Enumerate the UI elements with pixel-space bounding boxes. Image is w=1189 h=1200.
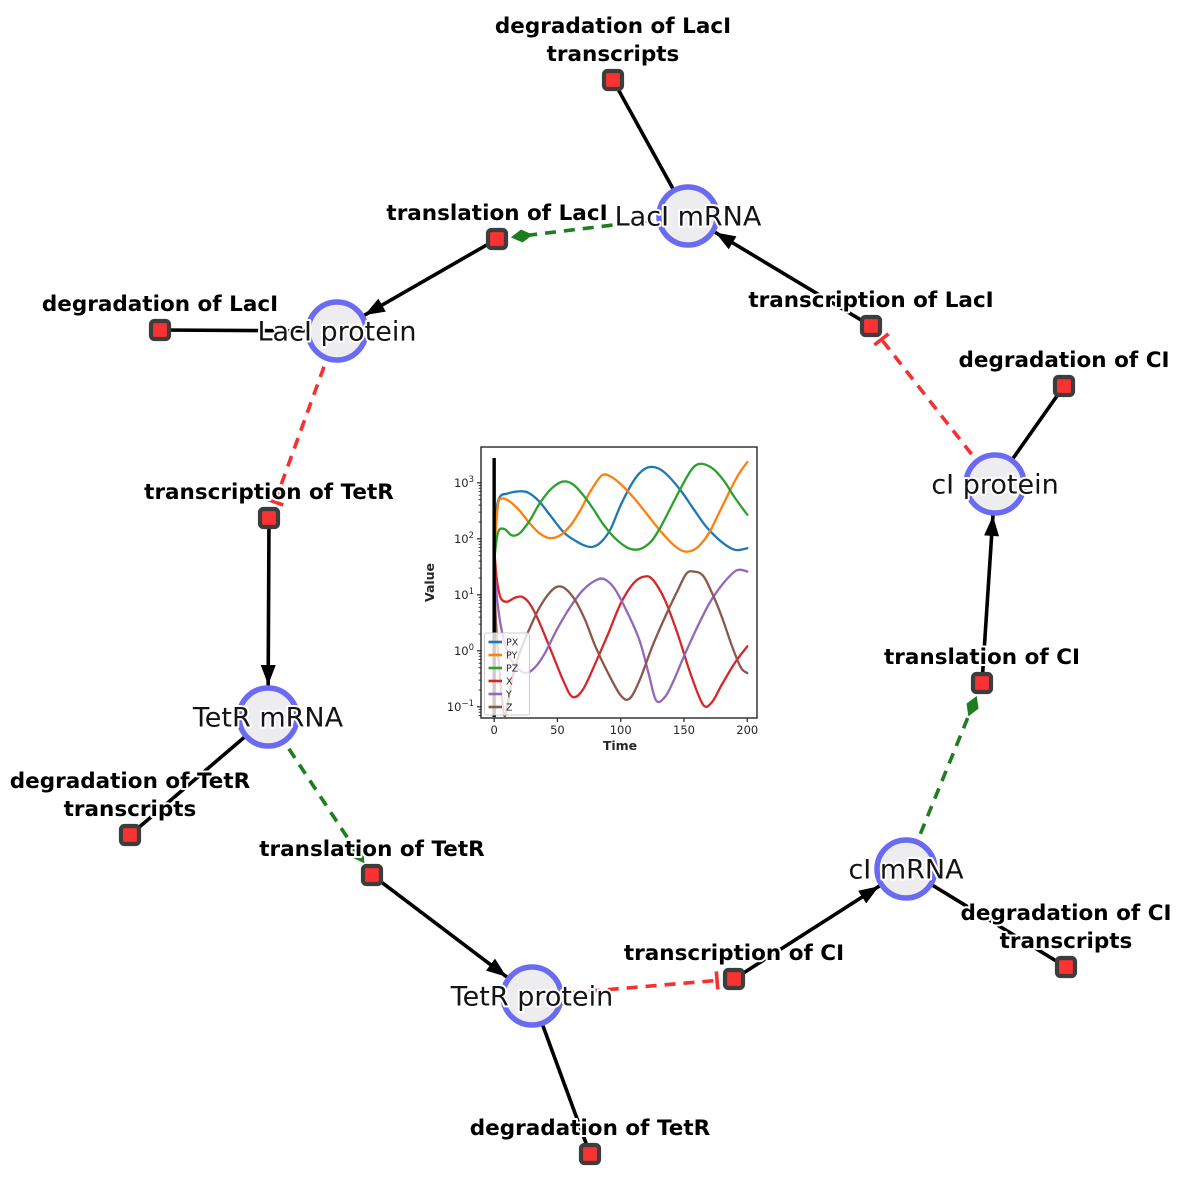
edge-inhibition-tetr-protein-to-transcription-ci-tbar — [714, 971, 720, 990]
edge-production-transcription-laci-to-laci-mrna-arrowhead — [715, 232, 737, 250]
legend-item-Z: Z — [488, 703, 513, 714]
y-tick-label-1e0: 100 — [454, 643, 474, 658]
x-axis: 0 50 100 150 200 Time — [490, 718, 758, 753]
edge-production-translation-tetr-to-tetr-protein-arrowhead — [486, 958, 507, 977]
edge-modifier-tetr-mrna-to-translation-tetr-diamond-head — [352, 844, 365, 864]
reaction-node-deg-tetr — [578, 1142, 602, 1166]
species-label-ci-mrna: cI mRNA — [848, 855, 964, 886]
reaction-node-deg-laci — [148, 318, 172, 342]
reaction-node-deg-ci — [1052, 374, 1076, 398]
edge-inhibition-ci-protein-to-transcription-laci-tbar — [873, 332, 890, 347]
reaction-label-deg-tetr-line1: degradation of TetR — [470, 1116, 711, 1141]
species-node-laci-protein — [305, 299, 369, 363]
legend-label-PX: PX — [506, 638, 519, 649]
reaction-node-transcription-ci — [722, 967, 746, 991]
edge-production-transcription-tetr-to-tetr-mrna — [260, 517, 276, 718]
reaction-label-deg-laci-transcripts-line2: transcripts — [547, 42, 680, 67]
reaction-node-transcription-tetr — [257, 506, 281, 530]
reaction-label-translation-laci-line1: translation of LacI — [386, 201, 607, 226]
legend-label-Z: Z — [506, 703, 513, 714]
y-tick-label-1e3: 103 — [454, 475, 474, 490]
edge-inhibition-laci-protein-to-transcription-tetr-tbar — [265, 497, 284, 507]
reaction-node-transcription-laci — [859, 314, 883, 338]
x-tick-label-150: 150 — [673, 723, 695, 737]
y-tick-label-1e2: 102 — [454, 531, 474, 546]
species-node-tetr-protein — [500, 964, 564, 1028]
x-tick-label-0: 0 — [490, 723, 497, 737]
chart-series-PZ — [493, 462, 749, 563]
labels-layer: LacI mRNA LacI protein TetR mRNA TetR prote… — [8, 12, 1174, 1143]
species-node-ci-protein — [963, 452, 1027, 516]
reaction-label-translation-ci-line1: translation of CI — [884, 645, 1080, 670]
legend-label-PZ: PZ — [506, 664, 519, 675]
reaction-label-deg-ci-transcripts-line1: degradation of CI — [961, 901, 1172, 926]
chart-series-PY — [493, 460, 749, 553]
reaction-label-deg-tetr-transcripts-line2: transcripts — [64, 797, 197, 822]
edge-inhibition-tetr-protein-to-transcription-ci-line — [531, 978, 716, 998]
inset-plot: 0 50 100 150 200Time10−1100101102103ValuePXP… — [422, 446, 758, 753]
edge-production-translation-ci-to-ci-protein-arrowhead — [984, 515, 1000, 537]
reaction-node-deg-laci-transcripts — [601, 68, 625, 92]
legend-item-Y: Y — [488, 690, 512, 701]
edge-production-transcription-ci-to-ci-mrna — [733, 867, 907, 981]
reaction-node-translation-ci — [970, 671, 994, 695]
edge-modifier-ci-mrna-to-translation-ci-line — [904, 698, 977, 870]
edge-production-transcription-ci-to-ci-mrna-arrowhead — [858, 886, 880, 904]
legend-item-PY: PY — [488, 651, 518, 662]
legend-item-PZ: PZ — [488, 664, 519, 675]
legend: PX PY PZ XYZ — [484, 632, 530, 716]
reaction-node-deg-tetr-transcripts — [118, 823, 142, 847]
reaction-label-deg-laci-line1: degradation of LacI — [42, 292, 278, 317]
y-axis: 10−1 100 101 102 103 Value — [422, 475, 481, 716]
species-label-ci-protein: cI protein — [931, 470, 1058, 501]
x-axis-label: Time — [603, 738, 637, 753]
reaction-label-deg-laci-transcripts-line1: degradation of LacI — [495, 14, 731, 39]
edge-production-translation-tetr-to-tetr-protein — [370, 873, 534, 998]
edge-modifier-laci-mrna-to-translation-laci-diamond-head — [510, 229, 533, 243]
reaction-label-translation-tetr-line1: translation of TetR — [259, 837, 485, 862]
nodes-layer — [118, 68, 1078, 1166]
y-axis-label: Value — [422, 563, 437, 602]
reaction-label-deg-tetr-transcripts-line1: degradation of TetR — [10, 769, 251, 794]
edge-modifier-ci-mrna-to-translation-ci — [904, 695, 979, 870]
species-node-ci-mrna — [874, 837, 938, 901]
y-tick-label-1e-1: 10−1 — [447, 699, 474, 714]
edge-inhibition-ci-protein-to-transcription-laci — [873, 332, 997, 486]
x-tick-label-50: 50 — [550, 723, 565, 737]
species-label-laci-protein: LacI protein — [258, 317, 417, 348]
legend-item-X: X — [488, 677, 513, 688]
x-tick-label-200: 200 — [736, 723, 758, 737]
edge-production-translation-ci-to-ci-protein — [980, 483, 1000, 684]
axes-spines — [480, 446, 758, 719]
reaction-label-deg-ci-transcripts-line2: transcripts — [1000, 929, 1133, 954]
species-label-tetr-protein: TetR protein — [450, 982, 613, 1013]
edge-inhibition-tetr-protein-to-transcription-ci — [531, 971, 720, 998]
legend-item-PX: PX — [488, 638, 519, 649]
edge-production-transcription-tetr-to-tetr-mrna-arrowhead — [260, 664, 276, 686]
reaction-label-deg-ci-line1: degradation of CI — [959, 348, 1170, 373]
species-label-tetr-mrna: TetR mRNA — [192, 703, 344, 734]
species-node-tetr-mrna — [236, 685, 300, 749]
reaction-label-transcription-tetr-line1: transcription of TetR — [144, 480, 394, 505]
y-tick-label-1e1: 101 — [454, 587, 474, 602]
reaction-node-translation-tetr — [360, 863, 384, 887]
reaction-node-deg-ci-transcripts — [1054, 955, 1078, 979]
reaction-label-transcription-ci-line1: transcription of CI — [624, 941, 844, 966]
edge-production-transcription-laci-to-laci-mrna — [687, 214, 872, 328]
chart-series-PX — [493, 465, 749, 552]
chart-series-X — [493, 546, 749, 708]
reaction-node-translation-laci — [485, 227, 509, 251]
legend-label-Y: Y — [505, 690, 512, 701]
legend-label-X: X — [506, 677, 513, 688]
x-tick-label-100: 100 — [610, 723, 632, 737]
legend-label-PY: PY — [506, 651, 518, 662]
edge-modifier-ci-mrna-to-translation-ci-diamond-head — [966, 695, 979, 717]
species-label-laci-mrna: LacI mRNA — [615, 202, 762, 233]
edge-production-translation-laci-to-laci-protein-arrowhead — [364, 298, 386, 316]
species-node-laci-mrna — [656, 184, 720, 248]
reaction-label-transcription-laci-line1: transcription of LacI — [748, 288, 993, 313]
